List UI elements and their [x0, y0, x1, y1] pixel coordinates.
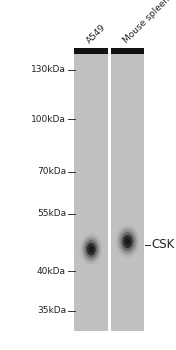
Text: A549: A549: [85, 23, 108, 46]
Text: Mouse spleen: Mouse spleen: [121, 0, 172, 46]
Ellipse shape: [116, 226, 139, 257]
Text: 40kDa: 40kDa: [37, 267, 66, 276]
Text: 130kDa: 130kDa: [31, 65, 66, 75]
Ellipse shape: [81, 234, 102, 264]
Bar: [111, 48, 144, 54]
Text: 100kDa: 100kDa: [31, 114, 66, 124]
Text: 70kDa: 70kDa: [37, 167, 66, 176]
Text: CSK: CSK: [151, 238, 175, 252]
Text: 55kDa: 55kDa: [37, 209, 66, 218]
Ellipse shape: [89, 246, 94, 253]
Ellipse shape: [123, 235, 133, 248]
Ellipse shape: [85, 240, 98, 258]
Ellipse shape: [83, 237, 100, 261]
Ellipse shape: [118, 229, 137, 254]
Ellipse shape: [121, 232, 135, 251]
Text: 35kDa: 35kDa: [37, 306, 66, 315]
Ellipse shape: [115, 224, 140, 259]
Bar: [74, 48, 108, 54]
Ellipse shape: [79, 232, 103, 266]
Bar: [111, 54, 144, 331]
Bar: [74, 54, 108, 331]
Ellipse shape: [87, 243, 96, 256]
Ellipse shape: [125, 238, 130, 245]
